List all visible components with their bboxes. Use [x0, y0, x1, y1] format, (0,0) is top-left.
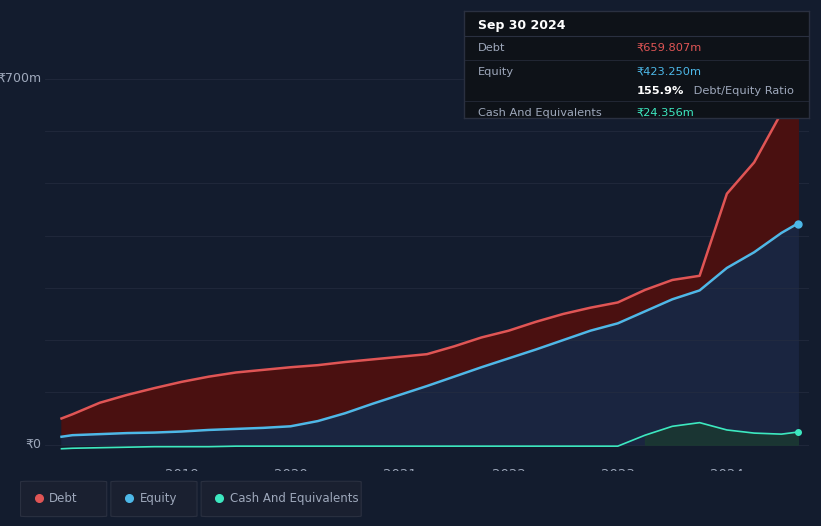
Text: Equity: Equity	[478, 67, 514, 77]
FancyBboxPatch shape	[201, 481, 361, 517]
Text: Debt: Debt	[478, 43, 505, 53]
Text: Cash And Equivalents: Cash And Equivalents	[478, 107, 602, 118]
Text: Cash And Equivalents: Cash And Equivalents	[230, 492, 359, 505]
Text: ₹700m: ₹700m	[0, 72, 41, 85]
FancyBboxPatch shape	[21, 481, 107, 517]
Text: Debt/Equity Ratio: Debt/Equity Ratio	[690, 86, 794, 96]
Text: Debt: Debt	[49, 492, 78, 505]
Text: ₹0: ₹0	[25, 438, 41, 451]
Text: ₹423.250m: ₹423.250m	[636, 67, 701, 77]
Text: Equity: Equity	[140, 492, 177, 505]
Text: 155.9%: 155.9%	[636, 86, 684, 96]
Text: ₹659.807m: ₹659.807m	[636, 43, 701, 53]
Text: ₹24.356m: ₹24.356m	[636, 107, 694, 118]
Text: Sep 30 2024: Sep 30 2024	[478, 19, 565, 32]
FancyBboxPatch shape	[111, 481, 197, 517]
